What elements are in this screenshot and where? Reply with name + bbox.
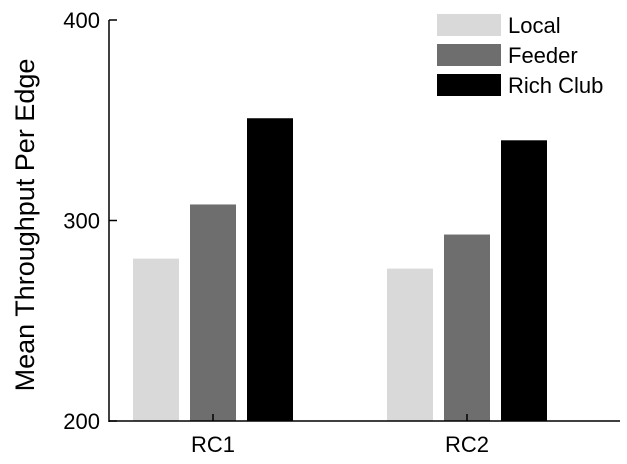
legend-label: Rich Club [508, 73, 603, 98]
bar-rc2-local [387, 268, 433, 421]
x-categories-group: RC1 RC2 [191, 414, 489, 457]
bars-group [133, 118, 547, 422]
legend-swatch [437, 14, 501, 36]
legend-label: Feeder [508, 43, 578, 68]
x-category-label: RC2 [445, 432, 489, 457]
bar-rc1-rich-club [247, 118, 293, 422]
legend: Local Feeder Rich Club [437, 13, 603, 98]
legend-label: Local [508, 13, 561, 38]
y-axis-label: Mean Throughput Per Edge [10, 59, 40, 392]
legend-swatch [437, 44, 501, 66]
y-tick-label: 200 [63, 409, 100, 434]
y-ticks-group: 200 300 400 [63, 8, 117, 434]
y-tick-label: 300 [63, 209, 100, 234]
bar-rc1-local [133, 258, 179, 421]
legend-swatch [437, 74, 501, 96]
y-tick-label: 400 [63, 8, 100, 33]
x-category-label: RC1 [191, 432, 235, 457]
bar-rc1-feeder [190, 204, 236, 421]
bar-rc2-feeder [444, 234, 490, 421]
bar-rc2-rich-club [501, 140, 547, 422]
